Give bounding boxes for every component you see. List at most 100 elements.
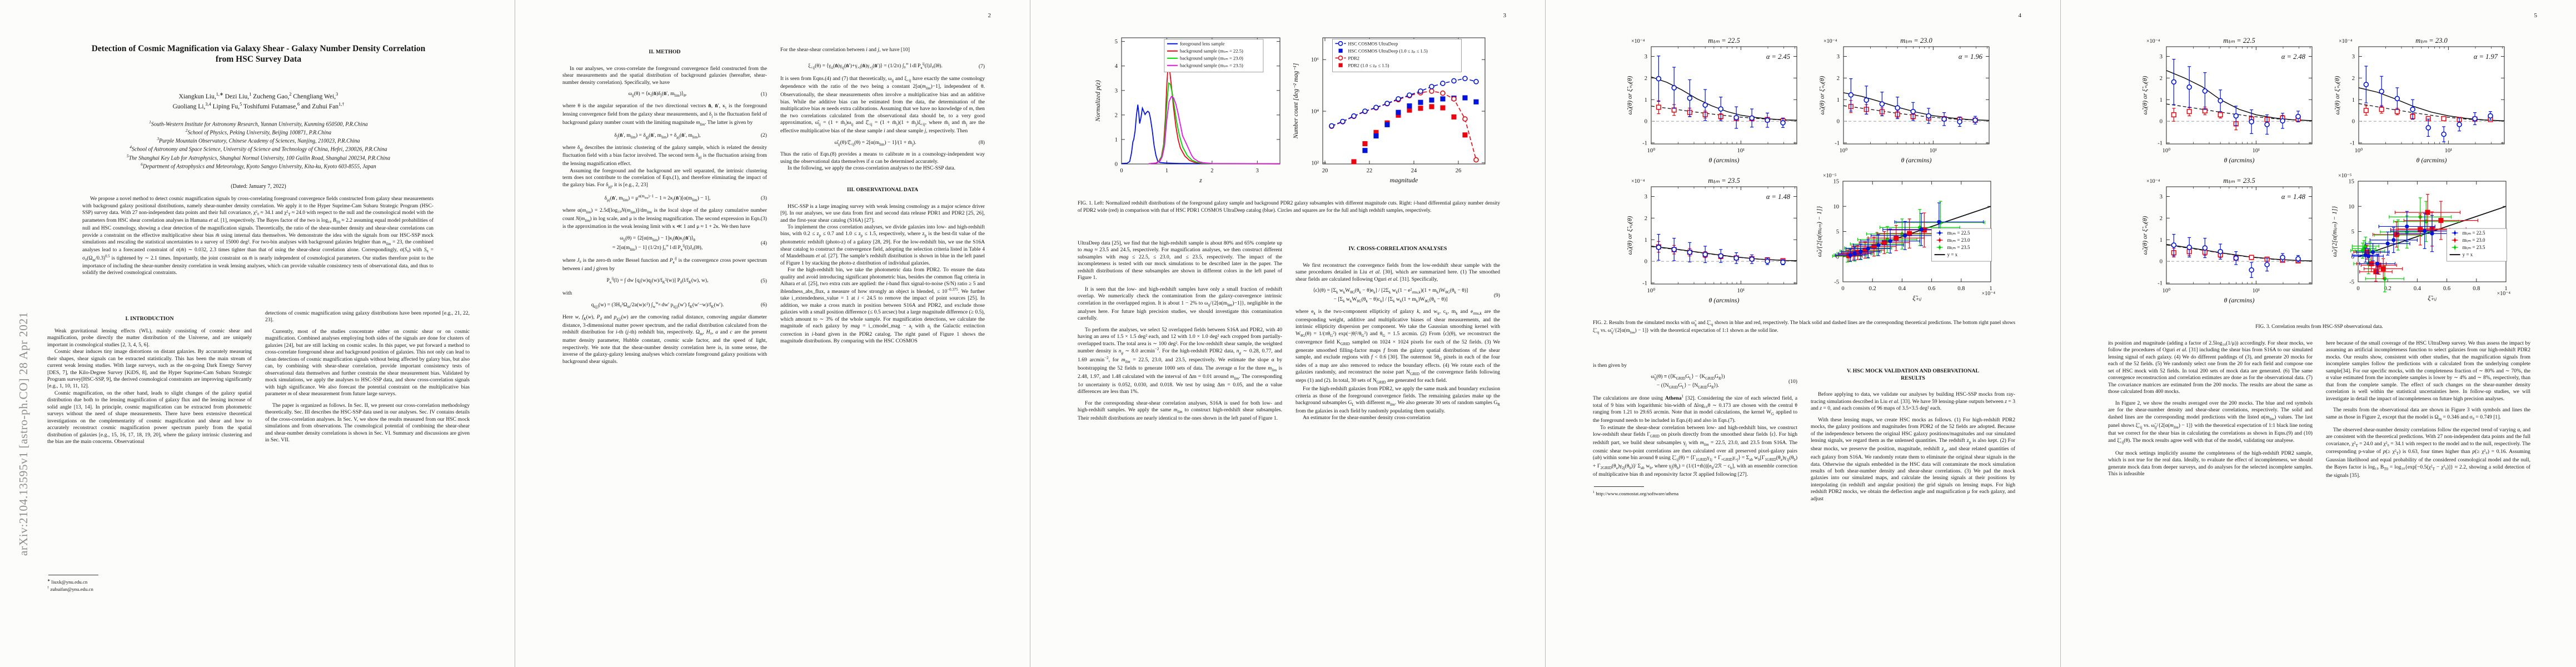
svg-text:α = 2.45: α = 2.45 — [1766, 53, 1790, 61]
svg-text:0: 0 — [2351, 254, 2354, 260]
svg-text:-1: -1 — [1835, 141, 1840, 147]
svg-text:3: 3 — [1115, 88, 1118, 94]
svg-text:mₗᵢₘ = 23.0: mₗᵢₘ = 23.0 — [1900, 37, 1932, 44]
page-2: 2 II. METHOD In our analyses, we cross-co… — [515, 0, 1030, 667]
svg-text:10⁰: 10⁰ — [1647, 147, 1656, 154]
footnote-email-1: ∗ liuxk@ynu.edu.cn — [47, 579, 88, 585]
equation: ω̃ij(θ) ≡ (⟨KGRIDGL⟩ − ⟨KGRIDGR⟩) − (⟨NGR… — [1651, 374, 1797, 390]
svg-text:magnitude: magnitude — [1390, 176, 1418, 184]
figure3-panel-mlim235: 10⁰ 10¹ -1 0 1 2 3 mₗᵢₘ = 23.5 ×10⁻⁴ α = 1.48 θ (a… — [2140, 173, 2318, 312]
figure1-right-plot: 20 22 24 26 10² 10⁴ 10⁶ magnitude Number count [… — [1291, 32, 1491, 193]
svg-text:1: 1 — [1645, 97, 1647, 103]
figure3-panel-mlim230: 10⁰ 10¹ -1 0 1 2 3 mₗᵢₘ = 23.0 ×10⁻⁴ α = 1.97 θ (a… — [2332, 33, 2510, 172]
svg-text:PDR2: PDR2 — [1348, 56, 1359, 61]
paragraph: For the high-redshift bin, we take the p… — [780, 267, 985, 345]
svg-text:×10⁻⁴: ×10⁻⁴ — [2339, 38, 2353, 44]
svg-text:0: 0 — [1645, 119, 1647, 125]
svg-text:10: 10 — [2349, 204, 2355, 210]
svg-text:0: 0 — [1115, 162, 1118, 168]
svg-text:4: 4 — [1115, 63, 1118, 69]
svg-text:0.8: 0.8 — [1957, 286, 1965, 292]
svg-text:3: 3 — [2160, 54, 2163, 60]
svg-text:0.6: 0.6 — [1928, 286, 1935, 292]
svg-text:α = 1.48: α = 1.48 — [2281, 193, 2306, 201]
page-4: 4 10⁰ 10¹ -1 0 1 2 3 mₗᵢₘ = 22.5 ×10⁻⁴ α = 2.45 θ … — [1546, 0, 2061, 667]
svg-text:×10⁻⁴: ×10⁻⁴ — [1982, 291, 1996, 297]
page-3: 3 0 1 2 3 0 1 2 3 4 5 z Normalized p(z) foreground l… — [1030, 0, 1546, 667]
svg-text:3: 3 — [2352, 54, 2355, 60]
svg-text:-5: -5 — [1834, 280, 1839, 286]
paragraph: Assuming the foreground and the backgrou… — [562, 167, 767, 189]
paragraph: Currently, most of the studies concentra… — [265, 328, 470, 397]
section-heading: V. HSC MOCK VALIDATION AND OBSERVATIONAL… — [1846, 368, 1980, 381]
paragraph: To perform the analyses, we select 52 ov… — [1078, 326, 1282, 395]
page-number: 5 — [2534, 12, 2538, 19]
svg-text:-1: -1 — [1642, 141, 1647, 147]
svg-text:α = 1.97: α = 1.97 — [2474, 53, 2498, 61]
svg-text:mₗᵢₘ = 23.5: mₗᵢₘ = 23.5 — [1947, 245, 1970, 250]
svg-text:-1: -1 — [2350, 141, 2355, 147]
footnote-email-2: † zuhuifan@ynu.edu.cn — [47, 585, 93, 592]
paragraph: In our analyses, we cross-correlate the … — [562, 65, 767, 86]
svg-text:background sample (mₗᵢₘ = 22.5: background sample (mₗᵢₘ = 22.5) — [1180, 48, 1243, 54]
paragraph: It is seen that the low- and high-redshi… — [1078, 286, 1282, 322]
svg-text:0.8: 0.8 — [2473, 286, 2480, 292]
svg-text:10¹: 10¹ — [2445, 148, 2453, 154]
svg-text:z: z — [1199, 176, 1202, 184]
footnote: 1 http://www.cosmostat.org/software/athe… — [1593, 490, 1679, 496]
figure2-panel-mlim235: 10⁰ 10¹ -1 0 1 2 3 mₗᵢₘ = 23.5 ×10⁻⁴ α = 1.48 θ (a… — [1625, 173, 1802, 312]
figure2-panel-mlim230: 10⁰ 10¹ -1 0 1 2 3 mₗᵢₘ = 23.0 ×10⁻⁴ α = 1.96 θ (a… — [1817, 33, 1995, 172]
footnote-rule — [1594, 486, 1644, 487]
equation: ⟨ϵ⟩(θ) = [Σk wkWθG(θk − θ)ek] / [2Σk wk(… — [1313, 287, 1500, 303]
svg-text:0.2: 0.2 — [1869, 286, 1876, 292]
paragraph: To estimate the shear-shear correlation … — [1593, 424, 1798, 478]
paragraph: In the following, we apply the cross-cor… — [788, 165, 956, 172]
paragraph: Cosmic magnification, on the other hand,… — [47, 390, 252, 445]
svg-text:10²: 10² — [1311, 160, 1319, 166]
paragraph: Here w, fK(w), Pδ and pi(j)(w) are the c… — [562, 314, 767, 365]
equation: qi(j)(w) = (3H₀²Ωm/2a(w)c²) ∫wwH dw′ pi(… — [591, 301, 767, 310]
svg-text:1: 1 — [2504, 286, 2507, 292]
svg-text:2: 2 — [1115, 112, 1118, 118]
spacer — [1296, 258, 1500, 262]
svg-text:α = 1.96: α = 1.96 — [1959, 53, 1983, 61]
author-list: Xiangkun Liu,1,∗ Dezi Liu,1 Zucheng Gao,… — [172, 92, 345, 111]
paragraph: where δgj describes the intrinsic cluste… — [562, 144, 767, 167]
figure1-left-plot: 0 1 2 3 0 1 2 3 4 5 z Normalized p(z) foreground len… — [1093, 32, 1284, 193]
svg-text:10⁴: 10⁴ — [1311, 109, 1319, 115]
paragraph: In Figure 2, we show the results average… — [2108, 400, 2313, 445]
page4-right-column: V. HSC MOCK VALIDATION AND OBSERVATIONAL… — [1811, 362, 2015, 502]
page-5: 5 10⁰ 10¹ -1 0 1 2 3 mₗᵢₘ = 22.5 ×10⁻⁴ α = 2.48 θ … — [2061, 0, 2576, 667]
svg-text:1: 1 — [1989, 286, 1992, 292]
equation: ωij(θ) = ⟨κi(n̂)δj(n̂′, mlim)⟩θ, (1) — [628, 91, 767, 98]
spacer — [1078, 322, 1282, 327]
affiliations: 1South-Western Institute for Astronomy R… — [127, 120, 390, 170]
spacer — [780, 199, 985, 203]
svg-text:background sample (mₗᵢₘ = 23.5: background sample (mₗᵢₘ = 23.5) — [1180, 63, 1243, 68]
svg-text:24: 24 — [1411, 168, 1417, 174]
paragraph: An estimator for the shear-number densit… — [1303, 415, 1431, 421]
svg-text:10⁰: 10⁰ — [2355, 147, 2364, 154]
svg-text:10⁶: 10⁶ — [1311, 57, 1319, 63]
svg-text:0: 0 — [1841, 286, 1844, 292]
svg-text:1: 1 — [2352, 97, 2355, 103]
svg-text:0: 0 — [2356, 286, 2359, 292]
section-heading: I. INTRODUCTION — [125, 316, 174, 322]
svg-text:0.2: 0.2 — [2384, 286, 2391, 292]
svg-text:ω̃ᵢⱼ(θ) or ξ̃₊ᵢⱼ(θ): ω̃ᵢⱼ(θ) or ξ̃₊ᵢⱼ(θ) — [2141, 216, 2149, 255]
equation: Pκij(l) = ∫ dw [qi(w)qj(w)/fK²(w)] Pδ(l/… — [606, 277, 768, 285]
svg-text:10¹: 10¹ — [1737, 288, 1745, 294]
paragraph: where ek is the two-component ellipticit… — [1296, 308, 1501, 385]
svg-text:mₗᵢₘ = 23.0: mₗᵢₘ = 23.0 — [2463, 237, 2485, 243]
svg-text:26: 26 — [1456, 168, 1462, 174]
spacer — [780, 172, 985, 177]
svg-text:10⁰: 10⁰ — [1647, 287, 1656, 294]
section-heading: II. METHOD — [649, 49, 681, 55]
svg-text:α = 2.48: α = 2.48 — [2281, 53, 2306, 61]
figure2-panel-mlim225: 10⁰ 10¹ -1 0 1 2 3 mₗᵢₘ = 22.5 ×10⁻⁴ α = 2.45 θ (a… — [1625, 33, 1802, 172]
page2-right-column: For the shear-shear correlation between … — [780, 47, 985, 345]
svg-text:10⁰: 10⁰ — [1840, 147, 1848, 154]
page-number: 3 — [1503, 12, 1507, 19]
spacer — [265, 398, 470, 402]
svg-text:1: 1 — [1645, 237, 1647, 243]
